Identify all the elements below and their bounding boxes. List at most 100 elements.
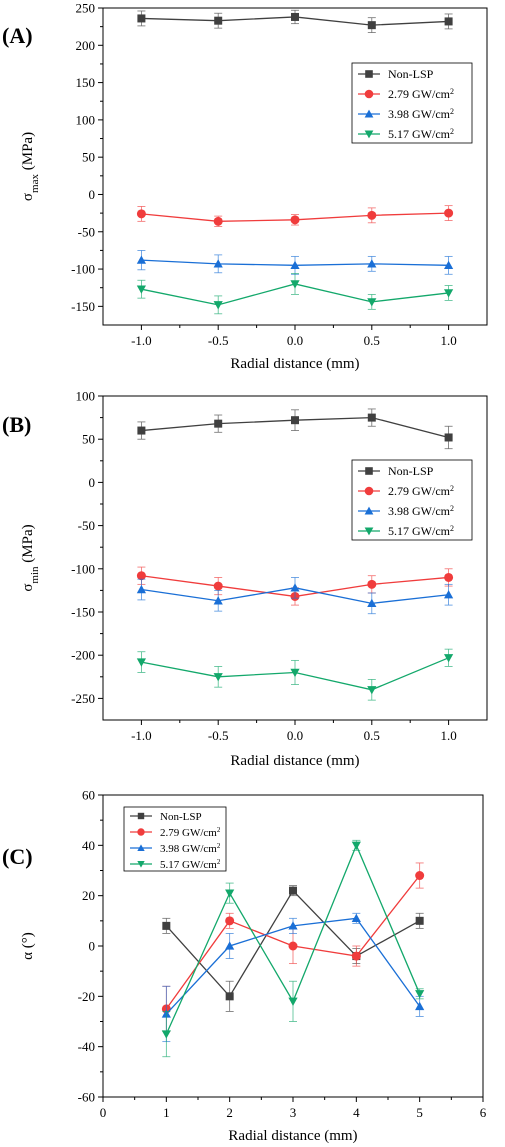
data-point <box>225 889 235 898</box>
y-tick-label: -200 <box>71 648 95 663</box>
y-tick-label: -40 <box>78 1039 95 1054</box>
data-point <box>213 581 223 591</box>
legend-marker <box>137 861 145 868</box>
x-tick-label: 1 <box>163 1105 170 1120</box>
series-1 <box>136 205 454 227</box>
data-point <box>415 871 425 881</box>
series-2 <box>136 577 454 615</box>
data-point <box>444 433 453 442</box>
chart-panel-2: (C) -60 -40 -20 0 20 40 60 0 1 2 3 4 5 6 Radial distanc… <box>2 788 487 1145</box>
data-point <box>290 583 300 592</box>
data-point <box>213 301 223 310</box>
x-tick-label: -0.5 <box>208 728 229 743</box>
legend-marker <box>364 527 374 536</box>
legend-label: Non-LSP <box>160 811 202 823</box>
chart-panel-1: (B) -250 -200 -150 -100 -50 0 50 100 -1.0 -0.5 0.0 0… <box>2 389 488 769</box>
x-axis-label: Radial distance (mm) <box>230 753 359 769</box>
x-tick-label: -1.0 <box>131 728 152 743</box>
x-tick-label: 4 <box>353 1105 360 1120</box>
series-3 <box>161 839 425 1058</box>
legend-label: 5.17 GW/cm2 <box>388 127 454 142</box>
legend-label-text: 5.17 GW/cm <box>388 524 451 538</box>
x-tick-label: -1.0 <box>131 333 152 348</box>
data-point <box>415 916 424 925</box>
y-tick-label: 150 <box>76 75 96 90</box>
y-axis-label: α (°) <box>20 932 36 960</box>
y-tick-label: 20 <box>82 888 95 903</box>
data-point <box>137 14 146 23</box>
x-tick-label: 6 <box>480 1105 487 1120</box>
data-point <box>136 584 146 594</box>
data-point <box>415 990 425 999</box>
legend-label-text: 5.17 GW/cm <box>160 859 217 871</box>
y-tick-label: 100 <box>76 389 96 404</box>
x-tick-label: 5 <box>416 1105 423 1120</box>
legend-label-sup: 2 <box>450 524 454 533</box>
x-tick-label: 1.0 <box>440 333 456 348</box>
y-tick-label: -250 <box>71 691 95 706</box>
y-tick-label: 50 <box>82 432 95 447</box>
legend-label: 3.98 GW/cm2 <box>160 842 221 855</box>
legend-marker <box>365 467 373 475</box>
y-tick-label: 60 <box>82 788 95 803</box>
legend-label-sup: 2 <box>217 826 221 834</box>
data-point <box>444 590 454 599</box>
legend-marker <box>137 812 145 820</box>
legend-label-text: 3.98 GW/cm <box>388 107 451 121</box>
legend-label-sup: 2 <box>217 858 221 866</box>
y-tick-label: -20 <box>78 989 95 1004</box>
y-axis-label-main: σ <box>20 584 36 592</box>
legend-label-sup: 2 <box>217 842 221 850</box>
data-point <box>291 416 299 425</box>
legend-label-text: 2.79 GW/cm <box>388 484 451 498</box>
legend-label-text: Non-LSP <box>160 811 202 823</box>
data-point <box>367 259 377 268</box>
y-axis-label-main: α (°) <box>20 932 36 960</box>
series-1 <box>161 862 425 1032</box>
x-tick-label: 2 <box>226 1105 233 1120</box>
y-tick-label: -100 <box>71 262 95 277</box>
x-tick-label: 0.0 <box>287 728 303 743</box>
x-tick-label: 0.0 <box>287 333 303 348</box>
data-point <box>290 668 300 678</box>
y-tick-label: 100 <box>76 112 96 127</box>
data-point <box>367 579 377 589</box>
data-point <box>367 598 377 608</box>
legend-label-text: Non-LSP <box>388 464 434 478</box>
data-point <box>213 216 223 226</box>
series-2 <box>161 912 425 1043</box>
data-point <box>415 1001 425 1011</box>
data-point <box>136 209 146 219</box>
y-tick-label: -150 <box>71 605 95 620</box>
y-axis-label: σmax (MPa) <box>20 132 41 201</box>
y-axis-label-unit: (MPa) <box>20 132 36 174</box>
legend-label: 2.79 GW/cm2 <box>160 826 221 839</box>
data-point <box>444 572 454 582</box>
data-point <box>213 673 223 682</box>
legend-marker <box>365 70 373 78</box>
series-2 <box>136 250 454 275</box>
x-tick-label: 0.5 <box>364 333 380 348</box>
y-tick-label: -150 <box>71 299 95 314</box>
legend-label-text: 3.98 GW/cm <box>388 504 451 518</box>
y-tick-label: 0 <box>89 475 96 490</box>
data-point <box>351 841 361 850</box>
data-point <box>444 17 453 26</box>
legend-marker <box>364 130 374 139</box>
series-0 <box>137 9 453 34</box>
data-point <box>136 285 146 294</box>
data-point <box>351 951 361 961</box>
legend-label-sup: 2 <box>450 107 454 116</box>
legend-label-text: 2.79 GW/cm <box>388 87 451 101</box>
y-tick-label: 0 <box>89 187 96 202</box>
data-point <box>161 1030 171 1039</box>
y-axis-label: σmin (MPa) <box>20 524 41 591</box>
data-point <box>213 259 223 268</box>
data-point <box>136 571 146 581</box>
legend-label-sup: 2 <box>450 484 454 493</box>
y-axis-label-sub: max <box>29 174 41 193</box>
